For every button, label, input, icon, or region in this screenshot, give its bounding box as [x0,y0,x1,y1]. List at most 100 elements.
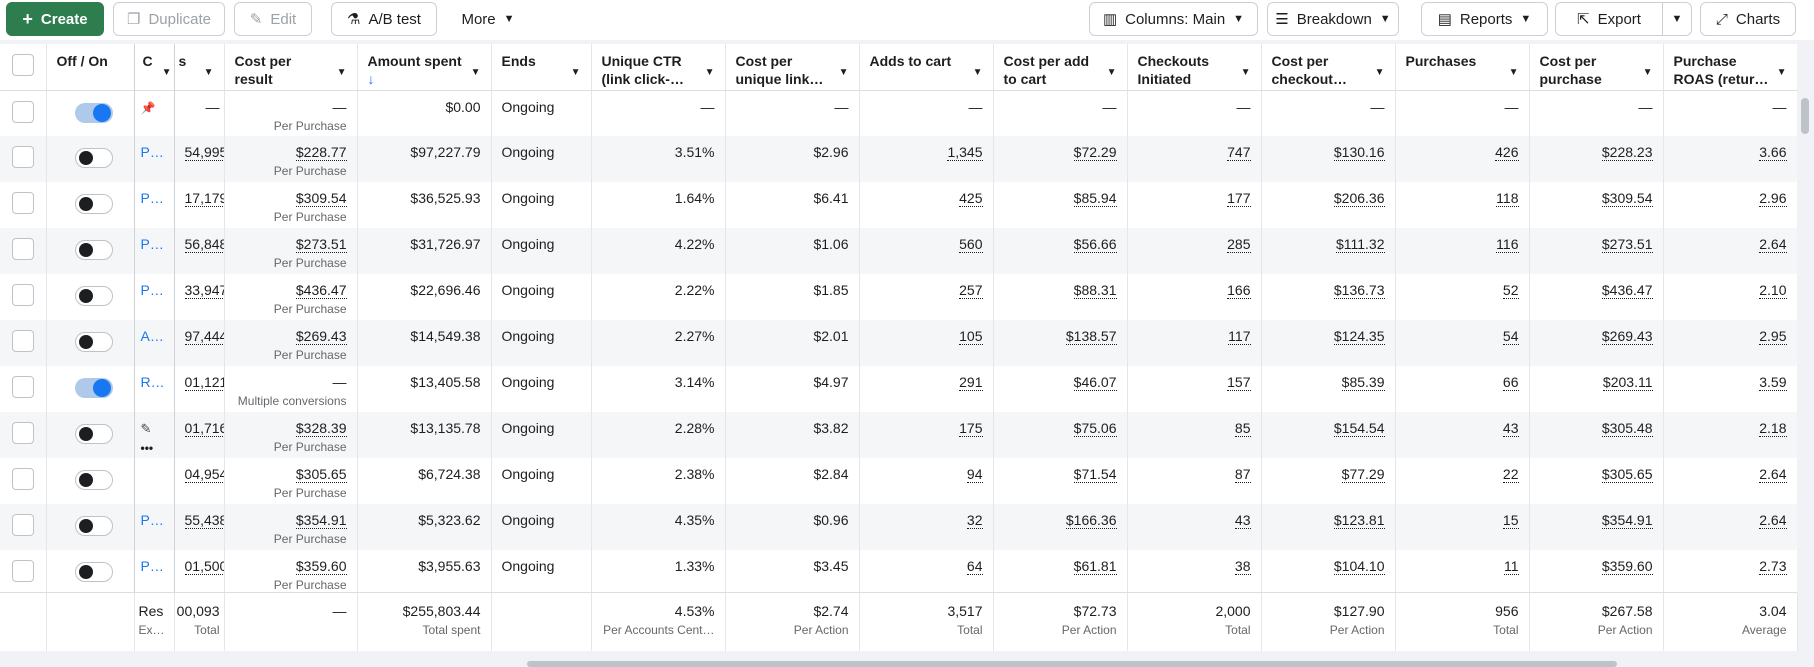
cell-purchase-roas: — [1663,90,1797,136]
row-checkbox[interactable] [12,100,34,123]
charts-button[interactable]: ⤢ Charts [1700,2,1796,36]
toggle-cell [46,412,135,458]
row-select-cell [0,550,47,592]
table-row[interactable]: P… 01,500 $359.60 Per Purchase $3,955.63 Ongo… [0,550,1797,592]
header-cost-per-checkout[interactable]: Cost per checkout… ▼ [1261,44,1396,91]
header-off-on[interactable]: Off / On [46,44,135,91]
header-purchases[interactable]: Purchases ▼ [1395,44,1530,91]
header-campaign[interactable]: C ▼ [134,44,175,91]
cell-unique-ctr: 4.35% [591,504,726,550]
campaign-toggle[interactable] [74,470,113,490]
table-row[interactable]: P… 54,995 $228.77 Per Purchase $97,227.79 Ong… [0,136,1797,182]
cell-cost-per-unique-link: $2.96 [725,136,860,182]
export-button[interactable]: ⇱ Export [1555,2,1663,36]
breakdown-dropdown[interactable]: ☰ Breakdown ▼ [1267,2,1399,36]
cell-cost-per-add-to-cart: — [993,90,1128,136]
row-checkbox[interactable] [12,192,34,214]
campaign-name-cell: ✎ ••• [134,412,175,458]
header-checkouts-initiated[interactable]: Checkouts Initiated ▼ [1127,44,1262,91]
campaign-toggle[interactable] [74,424,113,444]
header-cost-per-purchase[interactable]: Cost per purchase ▼ [1529,44,1664,91]
cell-unique-ctr: 3.51% [591,136,726,182]
campaign-name-link[interactable]: P… [140,512,164,528]
campaign-toggle[interactable] [74,378,113,398]
campaign-toggle[interactable] [74,516,113,536]
more-button[interactable]: More ▼ [452,2,524,36]
campaign-name-link[interactable]: R… [140,374,165,390]
campaign-toggle[interactable] [74,240,113,260]
header-amount-spent[interactable]: Amount spent ↓ ▼ [357,44,492,91]
header-unique-ctr[interactable]: Unique CTR (link click-… ▼ [591,44,726,91]
summary-ends [491,593,592,651]
row-checkbox[interactable] [12,376,34,398]
cell-amount-spent: $97,227.79 [357,136,492,182]
toggle-cell [46,550,135,592]
edit-button[interactable]: ✎ Edit [234,2,312,36]
header-purchase-roas[interactable]: Purchase ROAS (retur… ▼ [1663,44,1797,91]
row-checkbox[interactable] [12,330,34,352]
header-cost-per-add-to-cart[interactable]: Cost per add to cart ▼ [993,44,1128,91]
reports-dropdown[interactable]: ▤ Reports ▼ [1421,2,1548,36]
header-adds-to-cart[interactable]: Adds to cart ▼ [859,44,994,91]
cell-cost-per-checkout: $130.16 [1261,136,1396,182]
campaign-name-cell: P… [134,550,175,592]
cell-cost-per-unique-link: $3.45 [725,550,860,592]
row-checkbox[interactable] [12,284,34,306]
campaign-name-link[interactable]: P… [140,558,164,574]
vertical-scrollbar-thumb[interactable] [1801,98,1809,134]
summary-cost-per-add-to-cart: $72.73 Per Action [993,593,1128,651]
row-checkbox[interactable] [12,238,34,260]
campaign-name-link[interactable]: P… [140,236,164,252]
table-row[interactable]: A… 97,444 $269.43 Per Purchase $14,549.38 Ong… [0,320,1797,366]
select-all-header [0,44,47,91]
campaign-name-cell: R… [134,366,175,412]
table-row[interactable]: P… 55,438 $354.91 Per Purchase $5,323.62 Ongo… [0,504,1797,550]
cell-unique-ctr: 1.33% [591,550,726,592]
table-row[interactable]: ✎ ••• 01,716 $328.39 Per Purchase $13,135.78 O… [0,412,1797,458]
campaign-name-link[interactable]: P… [140,282,164,298]
table-row[interactable]: R… 01,121— Multiple conversions $13,405.58 O… [0,366,1797,412]
table-row[interactable]: P… 56,848 $273.51 Per Purchase $31,726.97 Ong… [0,228,1797,274]
campaign-toggle[interactable] [74,194,113,214]
horizontal-scrollbar-thumb[interactable] [527,661,1617,667]
cell-amount-spent: $22,696.46 [357,274,492,320]
select-all-checkbox[interactable] [12,54,34,76]
create-button[interactable]: + Create [6,2,104,36]
columns-dropdown[interactable]: ▥ Columns: Main ▼ [1089,2,1258,36]
row-checkbox[interactable] [12,422,34,444]
table-row[interactable]: 04,954 $305.65 Per Purchase $6,724.38 Ongoin… [0,458,1797,504]
duplicate-button[interactable]: ❐ Duplicate [113,2,225,36]
more-options-icon[interactable]: ••• [140,441,154,455]
toggle-cell [46,228,135,274]
vertical-scrollbar[interactable] [1797,44,1814,592]
table-row[interactable]: P… 17,179 $309.54 Per Purchase $36,525.93 Ong… [0,182,1797,228]
pencil-icon: ✎ [249,11,263,28]
row-checkbox[interactable] [12,560,34,582]
row-checkbox[interactable] [12,146,34,168]
campaign-name-link[interactable]: P… [140,144,164,160]
campaign-toggle[interactable] [74,148,113,168]
header-results[interactable]: s ▼ [174,44,225,91]
campaign-name-link[interactable]: A… [140,328,164,344]
header-cost-per-unique-link[interactable]: Cost per unique link… ▼ [725,44,860,91]
cell-adds-to-cart: 32 [859,504,994,550]
campaign-toggle[interactable] [74,102,113,123]
header-cost-per-result[interactable]: Cost per result ▼ [224,44,358,91]
row-checkbox[interactable] [12,514,34,536]
horizontal-scrollbar[interactable] [0,651,1814,667]
table-row[interactable]: 📌 — — Per Purchase $0.00 Ongoing — — — — — — — — — [0,90,1797,136]
table-row[interactable]: P… 33,947 $436.47 Per Purchase $22,696.46 Ong… [0,274,1797,320]
toggle-cell [46,504,135,550]
campaign-name-link[interactable]: P… [140,190,164,206]
pencil-icon[interactable]: ✎ [140,421,152,436]
row-checkbox[interactable] [12,468,34,490]
cell-purchase-roas: 2.96 [1663,182,1797,228]
header-ends[interactable]: Ends ▼ [491,44,592,91]
campaign-toggle[interactable] [74,332,113,352]
ab-test-button[interactable]: ⚗ A/B test [331,2,437,36]
campaign-toggle[interactable] [74,562,113,582]
campaign-toggle[interactable] [74,286,113,306]
export-options-dropdown[interactable]: ▼ [1662,2,1692,36]
cell-purchases: 118 [1395,182,1530,228]
cell-cost-per-purchase: $203.11 [1529,366,1664,412]
